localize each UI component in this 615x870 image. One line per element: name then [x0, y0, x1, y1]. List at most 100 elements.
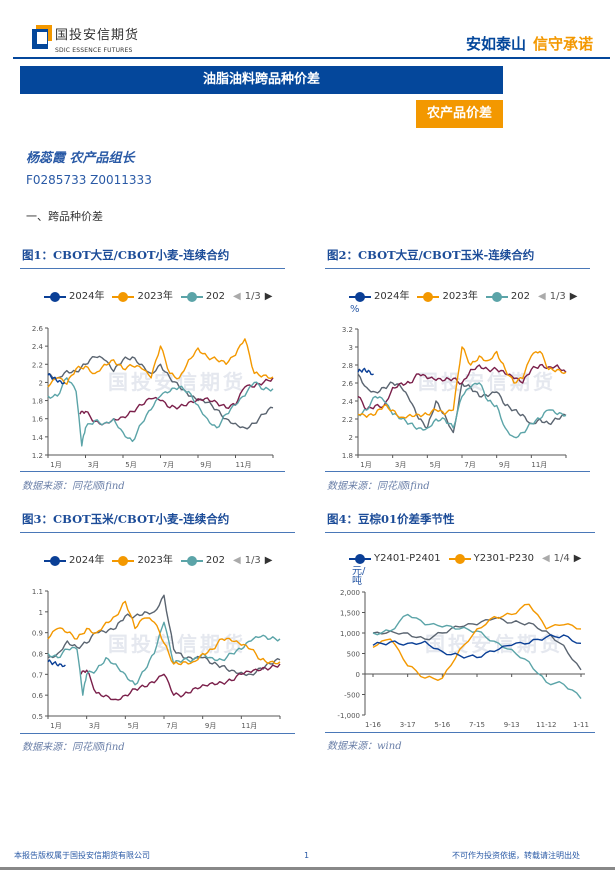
header-divider — [13, 57, 610, 59]
logo-name: 国投安信期货 — [55, 28, 140, 43]
legend-pager: ◀ 1/3 ▶ — [233, 291, 273, 302]
logo — [32, 25, 52, 51]
y-tick-label: 2.6 — [32, 325, 44, 333]
x-tick-label: 9月 — [200, 461, 211, 469]
legend-item[interactable]: 202 — [180, 555, 225, 567]
legend-item[interactable]: 2024年 — [349, 291, 409, 303]
legend-item[interactable]: 2024年 — [44, 555, 104, 567]
y-unit-label: % — [350, 304, 360, 315]
x-tick-label: 11月 — [236, 461, 252, 469]
y-tick-label: 2.8 — [342, 362, 353, 370]
next-page-icon[interactable]: ▶ — [264, 555, 273, 566]
series-line-2024年 — [47, 373, 66, 385]
series-line-series-3 — [357, 373, 567, 434]
prev-page-icon[interactable]: ◀ — [541, 553, 550, 564]
chart-title: 图4：豆棕01价差季节性 — [327, 512, 455, 526]
legend-item[interactable]: 202 — [485, 291, 530, 303]
y-tick-label: 1.6 — [32, 416, 44, 424]
series-line-2023年 — [47, 600, 281, 666]
y-tick-label: 3 — [349, 344, 353, 352]
data-source: 数据来源：wind — [327, 741, 402, 752]
y-tick-label: 3.2 — [342, 326, 353, 334]
legend-pager: ◀ 1/4 ▶ — [541, 553, 582, 564]
legend-marker-icon — [349, 292, 371, 302]
legend-item[interactable]: 2023年 — [112, 555, 173, 567]
x-tick-label: 3-17 — [400, 721, 416, 729]
x-tick-label: 11-12 — [536, 721, 556, 729]
chart-bottom-divider — [20, 733, 295, 734]
prev-page-icon[interactable]: ◀ — [233, 291, 241, 302]
series-line-series-3 — [47, 594, 281, 677]
y-tick-label: 2.4 — [342, 398, 354, 406]
report-title-banner: 油脂油料跨品种价差 — [20, 66, 503, 94]
x-tick-label: 3月 — [88, 461, 99, 469]
slogan-a: 安如泰山 — [466, 35, 527, 53]
chart-legend: 2024年 2023年 202 ◀ 1/3 ▶ — [44, 555, 273, 567]
series-line-2024年 — [47, 659, 66, 668]
legend-item[interactable]: Y2401-P2401 — [349, 553, 441, 565]
legend-item[interactable]: 2023年 — [112, 291, 173, 303]
legend-marker-icon — [417, 292, 440, 302]
next-page-icon[interactable]: ▶ — [569, 291, 578, 302]
x-tick-label: 9月 — [205, 722, 216, 730]
series-line-series-2 — [372, 613, 582, 700]
y-tick-label: 0.7 — [32, 671, 43, 679]
title-divider — [325, 268, 590, 269]
legend-marker-icon — [44, 292, 66, 302]
x-tick-label: 3月 — [395, 461, 406, 469]
y-tick-label: 1,000 — [340, 630, 360, 638]
category-tag: 农产品价差 — [416, 100, 503, 128]
series-line-2023年 — [47, 338, 274, 388]
legend-marker-icon — [112, 556, 135, 566]
y-tick-label: 1.1 — [32, 588, 43, 596]
author-code: F0285733 Z0011333 — [26, 173, 152, 187]
x-tick-label: 11月 — [241, 722, 257, 730]
next-page-icon[interactable]: ▶ — [264, 291, 273, 302]
legend-item[interactable]: 202 — [180, 291, 225, 303]
legend-pager: ◀ 1/3 ▶ — [538, 291, 578, 302]
footer-disclaimer: 不可作为投资依据，转载请注明出处 — [452, 851, 580, 860]
next-page-icon[interactable]: ▶ — [573, 553, 582, 564]
legend-marker-icon — [349, 554, 371, 564]
x-tick-label: 5月 — [430, 461, 441, 469]
series-line-series-4 — [357, 363, 567, 411]
footer-divider — [0, 867, 615, 870]
title-divider — [20, 268, 285, 269]
y-tick-label: 2 — [349, 434, 353, 442]
y-tick-label: 2.4 — [32, 343, 44, 351]
y-tick-label: 2.2 — [342, 416, 353, 424]
chart-title: 图2：CBOT大豆/CBOT玉米-连续合约 — [327, 248, 535, 262]
watermark: 国投安信期货 — [418, 370, 556, 394]
y-unit-label: 元/吨 — [352, 566, 366, 587]
series-line-202 — [357, 382, 567, 439]
author-name: 杨蕊霞 农产品组长 — [26, 151, 135, 166]
legend-item[interactable]: Y2301-P230 — [448, 553, 534, 565]
x-tick-label: 1-16 — [365, 721, 381, 729]
x-tick-label: 9-13 — [504, 721, 520, 729]
x-tick-label: 5-16 — [434, 721, 450, 729]
legend-pager: ◀ 1/3 ▶ — [233, 555, 273, 566]
y-tick-label: 0.6 — [32, 692, 44, 700]
x-tick-label: 3月 — [89, 722, 100, 730]
y-tick-label: 2.2 — [32, 361, 43, 369]
y-tick-label: 0.8 — [32, 651, 43, 659]
y-tick-label: 0.5 — [32, 713, 43, 721]
prev-page-icon[interactable]: ◀ — [233, 555, 241, 566]
legend-item[interactable]: 2024年 — [44, 291, 104, 303]
y-tick-label: 0 — [356, 671, 360, 679]
watermark: 国投安信期货 — [108, 369, 246, 394]
legend-item[interactable]: 2023年 — [417, 291, 478, 303]
title-divider — [20, 532, 295, 533]
y-tick-label: 1.8 — [342, 452, 353, 460]
x-tick-label: 1月 — [360, 461, 371, 469]
footer-copyright: 本报告版权属于国投安信期货有限公司 — [14, 851, 150, 860]
legend-marker-icon — [180, 556, 203, 566]
x-tick-label: 1月 — [50, 461, 61, 469]
data-source: 数据来源：同花顺ifind — [327, 481, 430, 492]
series-line-Y2301-P230 — [372, 603, 582, 681]
x-tick-label: 11月 — [531, 461, 547, 469]
prev-page-icon[interactable]: ◀ — [538, 291, 546, 302]
